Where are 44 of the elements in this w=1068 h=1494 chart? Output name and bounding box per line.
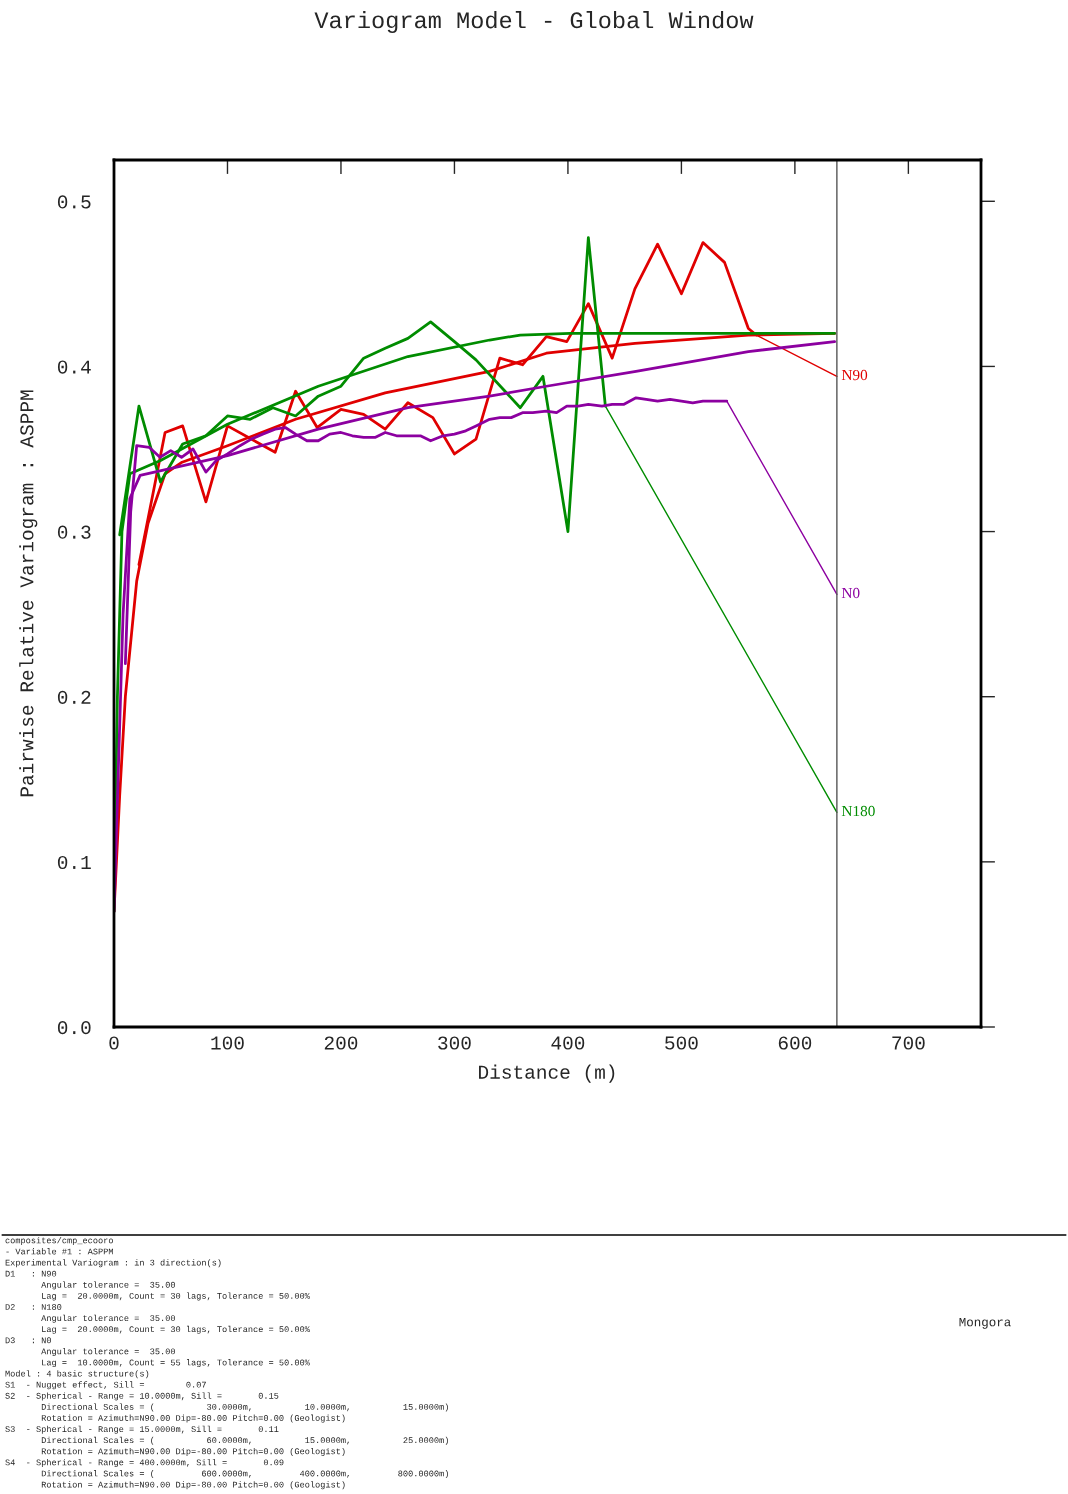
series-label: N0 [841, 587, 860, 599]
x-tick-label: 600 [778, 1036, 812, 1050]
x-tick-label: 400 [551, 1036, 585, 1050]
y-tick-label: 0.0 [57, 1021, 91, 1035]
text: D1 : N90 [5, 1270, 57, 1277]
x-tick-label: 200 [324, 1036, 358, 1050]
text: S3 - Spherical - Range = 15.0000m, Sill = 0.11 [5, 1425, 279, 1434]
text: S2 - Spherical - Range = 10.0000m, Sill = 0.15 [5, 1392, 279, 1401]
text: Model : 4 basic structure(s) [5, 1370, 149, 1379]
x-axis-title: Distance (m) [479, 1064, 615, 1083]
text: Directional Scales = ( 600.0000m, 400.0000m, 800.0000m) [41, 1470, 448, 1479]
x-tick-label: 100 [211, 1036, 244, 1050]
y-tick-label: 0.1 [57, 855, 91, 870]
text: Lag = 20.0000m, Count = 30 lags, Tolerance = 50.00% [42, 1325, 310, 1334]
text: Lag = 20.0000m, Count = 30 lags, Tolerance = 50.00% [42, 1292, 310, 1301]
text: Angular tolerance = 35.00 [41, 1314, 175, 1323]
text: Experimental Variogram : in 3 direction(s) [5, 1259, 221, 1268]
x-tick-label: 300 [438, 1036, 471, 1050]
y-tick-label: 0.4 [57, 360, 91, 374]
x-tick-label: 700 [892, 1036, 925, 1050]
text: S4 - Spherical - Range = 400.0000m, Sill = 0.09 [5, 1458, 284, 1468]
text: Directional Scales = ( 60.0000m, 15.0000m, 25.0000m) [41, 1436, 448, 1445]
text: Rotation = Azimuth=N90.00 Dip=-80.00 Pitch=0.00 (Geologist) [41, 1447, 345, 1456]
text: D3 : N0 [5, 1337, 51, 1344]
text: Mongora [959, 1318, 1011, 1329]
text: Rotation = Azimuth=N90.00 Dip=-80.00 Pitch=0.00 (Geologist) [41, 1414, 345, 1423]
y-tick-label: 0.2 [57, 690, 91, 704]
text: S1 - Nugget effect, Sill = 0.07 [5, 1381, 206, 1390]
text: Rotation = Azimuth=N90.00 Dip=-80.00 Pitch=0.00 (Geologist) [41, 1481, 345, 1490]
text: Angular tolerance = 35.00 [41, 1281, 175, 1290]
text: composites/cmp_ecooro [5, 1236, 113, 1246]
series-label: N180 [841, 805, 875, 817]
x-tick-label: 500 [665, 1036, 698, 1050]
series-label: N90 [841, 369, 868, 381]
y-tick-label: 0.5 [57, 195, 91, 209]
text: - Variable #1 : ASPPM [6, 1248, 113, 1255]
y-tick-label: 0.3 [57, 525, 91, 539]
text: D2 : N180 [5, 1304, 62, 1310]
text: Directional Scales = ( 30.0000m, 10.0000m, 15.0000m) [41, 1403, 448, 1412]
x-tick-label: 0 [109, 1036, 119, 1050]
y-axis-title: Pairwise Relative Variogram : ASPPM [19, 390, 38, 797]
chart-title: Variogram Model - Global Window [314, 11, 754, 33]
text: Angular tolerance = 35.00 [41, 1347, 175, 1357]
text: Lag = 10.0000m, Count = 55 lags, Tolerance = 50.00% [42, 1359, 310, 1368]
